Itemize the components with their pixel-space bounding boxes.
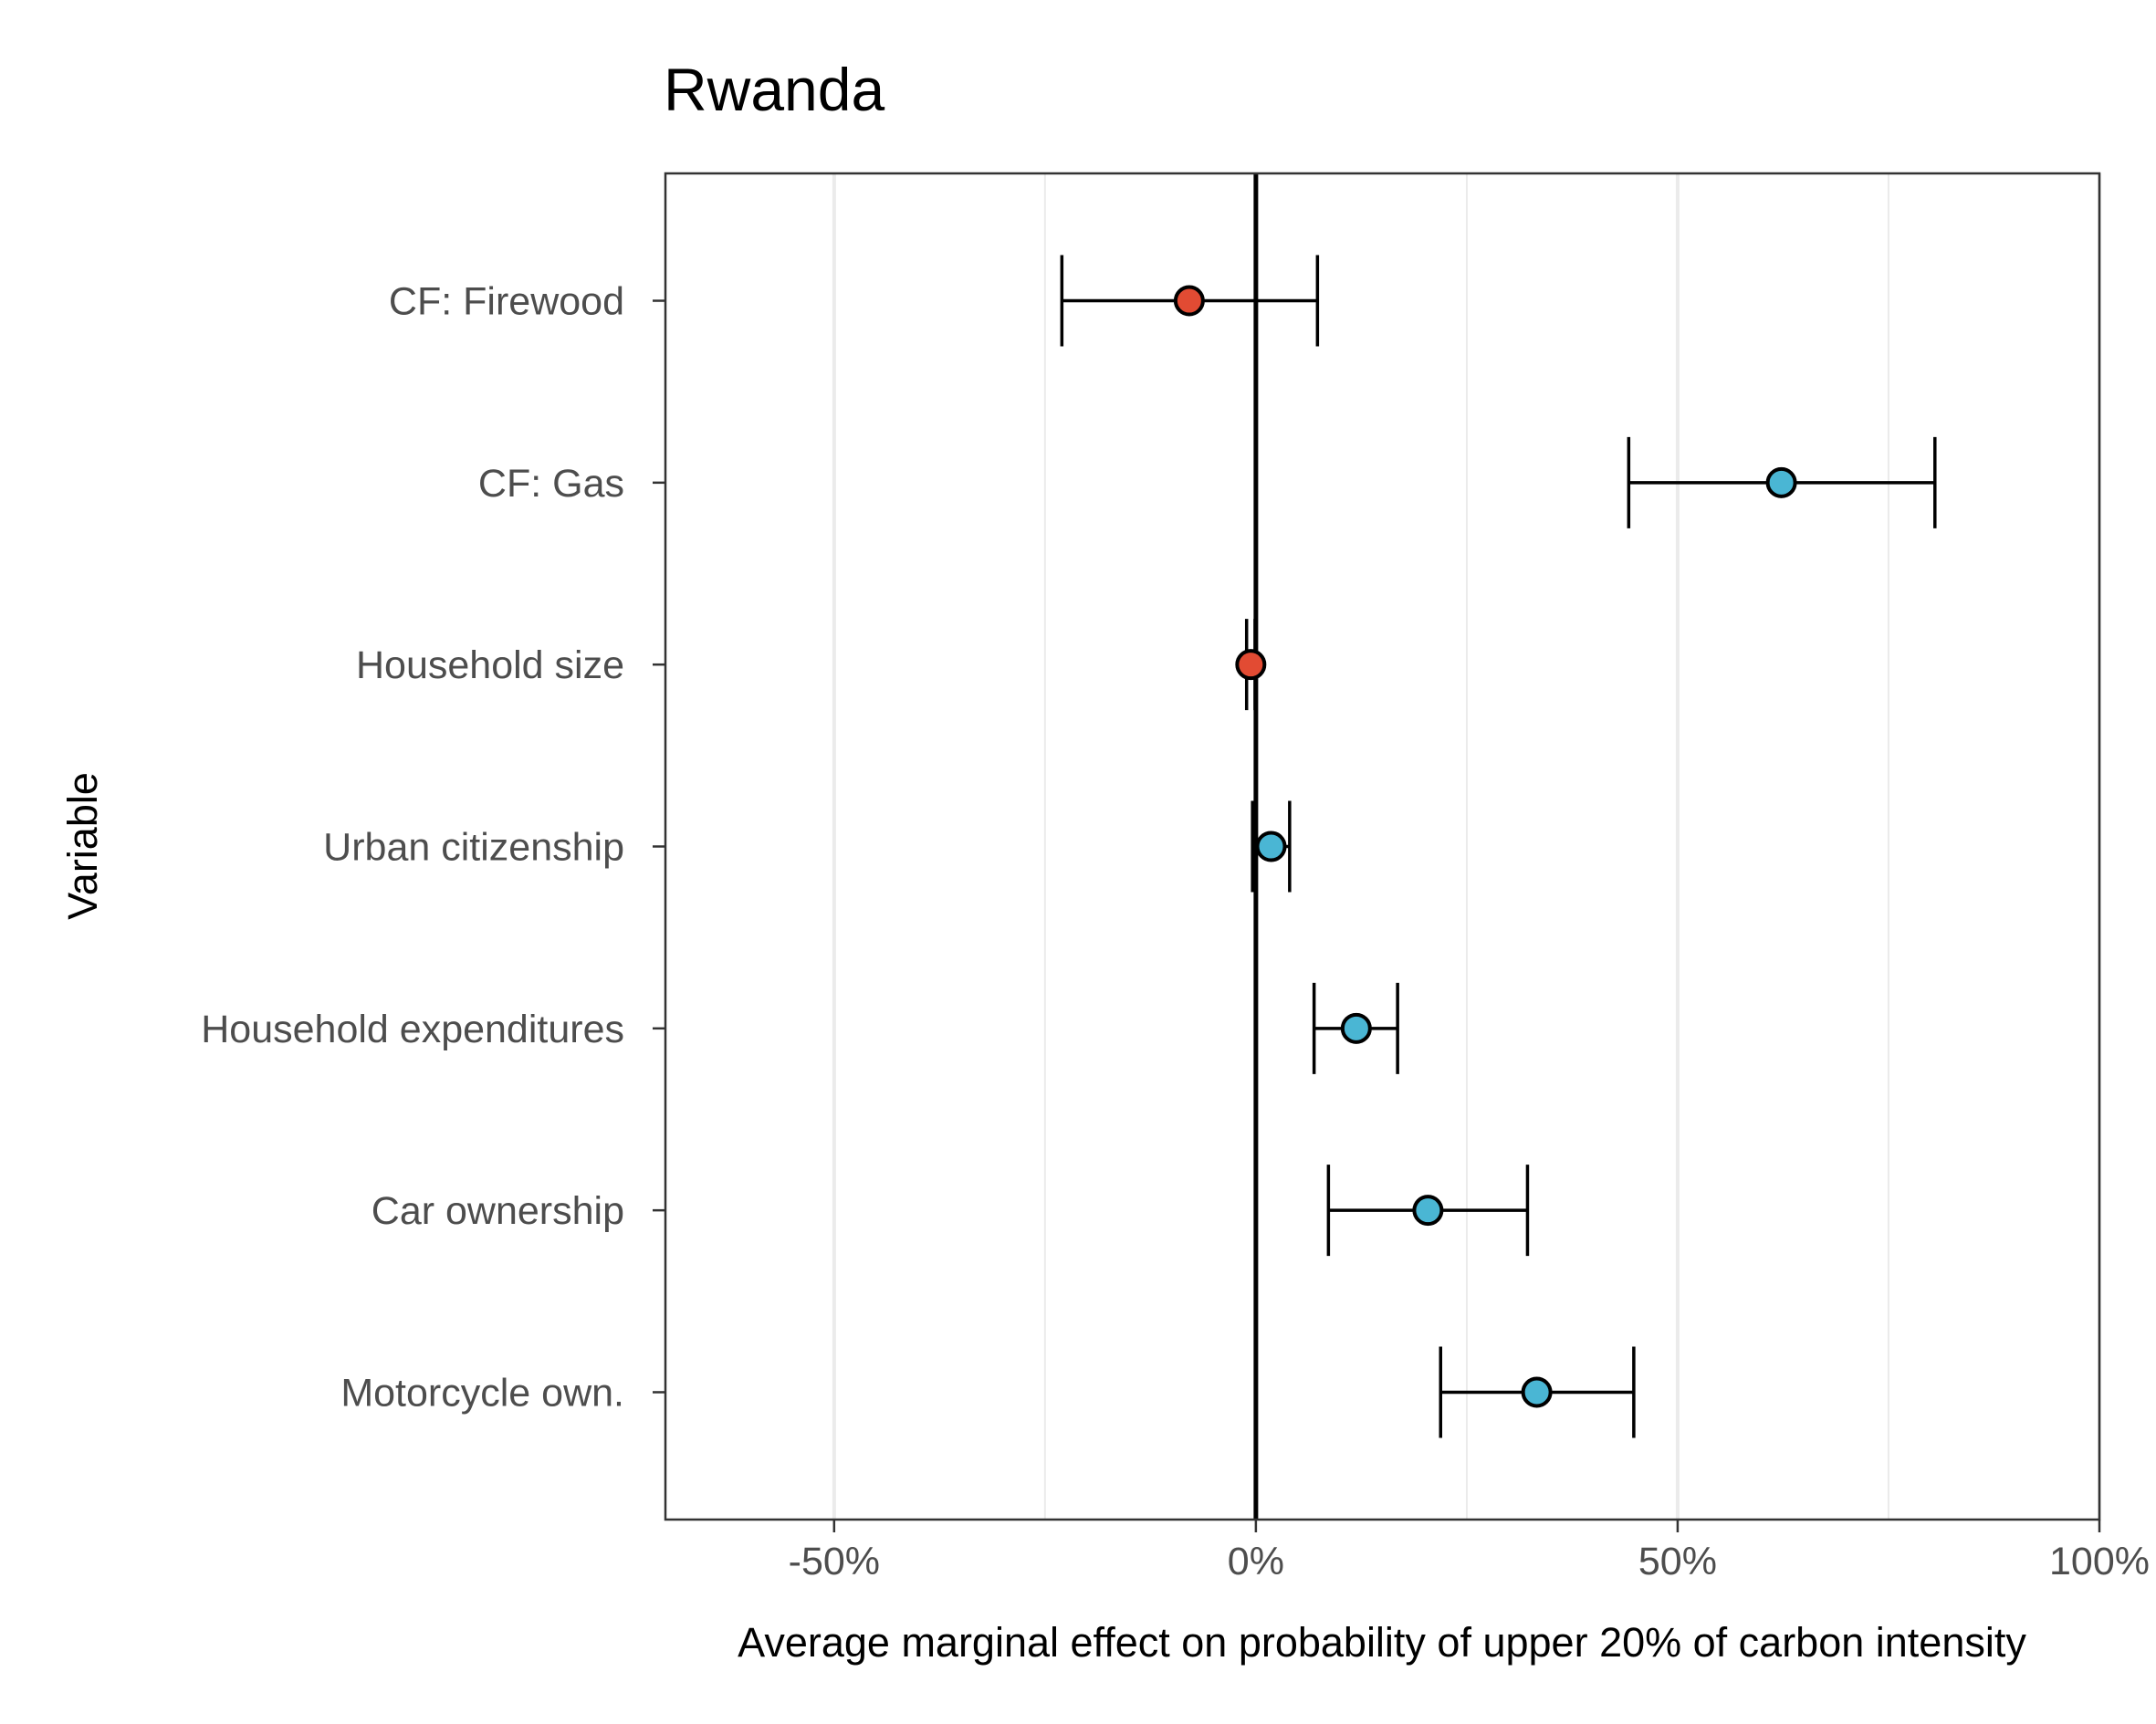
y-tick-label: Urban citizenship — [323, 826, 624, 870]
y-tick-label: Motorcycle own. — [340, 1371, 624, 1415]
x-tick-label: -50% — [789, 1540, 880, 1583]
x-tick-label: 50% — [1638, 1540, 1717, 1583]
y-tick-label: CF: Firewood — [389, 280, 624, 324]
estimate-point — [1412, 1195, 1444, 1227]
errorbar-1 — [1060, 255, 1320, 347]
x-tick-label: 0% — [1228, 1540, 1284, 1583]
estimate-point — [1235, 649, 1267, 681]
estimate-point — [1173, 285, 1205, 317]
y-tick-label: Household size — [356, 643, 624, 687]
errorbar-3 — [1235, 619, 1267, 711]
estimate-point — [1765, 466, 1797, 498]
x-axis: -50% 0% 50% 100% — [789, 1520, 2150, 1583]
estimate-point — [1340, 1012, 1372, 1044]
errorbar-5 — [1312, 982, 1399, 1074]
chart-title: Rwanda — [664, 56, 884, 123]
data-marks — [1060, 255, 1937, 1438]
y-tick-label: CF: Gas — [478, 462, 624, 506]
x-axis-title: Average marginal effect on probability o… — [738, 1619, 2026, 1666]
errorbar-2 — [1627, 436, 1937, 528]
y-tick-label: Car ownership — [372, 1189, 624, 1233]
estimate-point — [1521, 1376, 1553, 1408]
errorbar-7 — [1439, 1346, 1636, 1438]
y-tick-label: Household expenditures — [201, 1008, 624, 1051]
estimate-point — [1255, 831, 1287, 862]
y-axis: CF: Firewood CF: Gas Household size Urban c… — [201, 280, 665, 1415]
x-tick-label: 100% — [2049, 1540, 2150, 1583]
errorbar-4 — [1251, 800, 1292, 893]
y-axis-title: Variable — [59, 772, 106, 920]
errorbar-6 — [1326, 1165, 1530, 1257]
